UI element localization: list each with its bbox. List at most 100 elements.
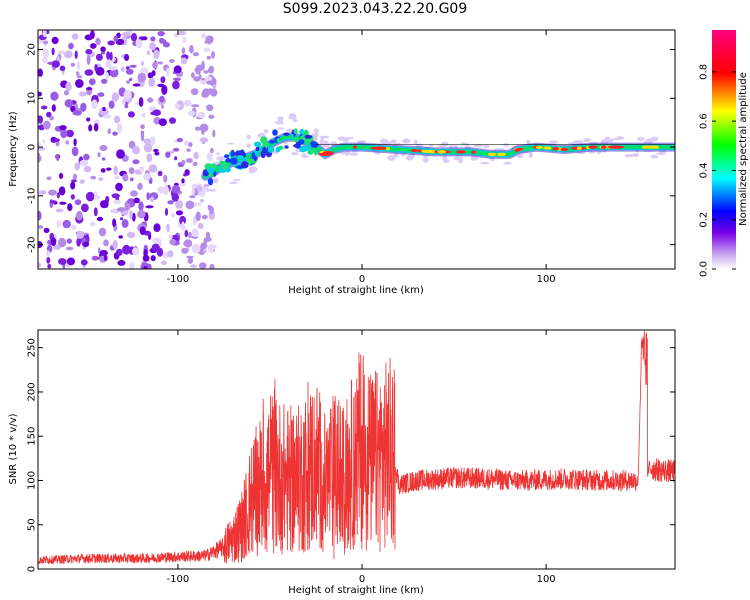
noise-blob	[111, 208, 117, 213]
noise-blob	[58, 237, 67, 248]
noise-blob	[62, 219, 71, 229]
noise-blob	[195, 70, 201, 75]
noise-blob	[101, 78, 108, 84]
noise-blob	[180, 57, 188, 65]
noise-blob	[149, 136, 156, 146]
noise-blob	[51, 36, 59, 45]
noise-blob	[181, 221, 185, 230]
noise-blob	[154, 151, 160, 156]
ridge-clump	[233, 152, 239, 156]
noise-blob	[146, 50, 151, 55]
noise-blob	[181, 178, 185, 184]
noise-blob	[203, 249, 207, 253]
noise-blob	[100, 46, 106, 53]
noise-blob	[71, 146, 79, 157]
noise-blob	[41, 57, 48, 64]
noise-blob	[206, 152, 213, 162]
noise-blob	[191, 104, 200, 108]
ridge-clump	[207, 177, 214, 186]
noise-blob	[38, 91, 42, 97]
noise-blob	[99, 200, 109, 209]
ridge-hotspot	[600, 145, 607, 149]
ridge-clump	[222, 166, 227, 170]
noise-blob	[157, 30, 165, 37]
noise-blob	[201, 60, 205, 71]
noise-blob	[48, 189, 57, 196]
colorbar-tick-label: 0.6	[699, 113, 710, 129]
noise-blob	[211, 51, 215, 59]
noise-blob	[197, 111, 206, 119]
noise-blob	[182, 36, 187, 43]
noise-blob	[122, 173, 129, 182]
halo-blob	[604, 136, 611, 143]
noise-blob	[138, 97, 144, 107]
noise-blob	[181, 248, 189, 254]
noise-blob	[191, 187, 195, 197]
colorbar-gradient	[712, 30, 736, 269]
noise-blob	[165, 67, 170, 76]
noise-blob	[181, 47, 186, 54]
noise-blob	[49, 200, 58, 204]
y-tick-label: 20	[27, 43, 38, 56]
noise-blob	[135, 39, 143, 49]
halo-blob	[207, 189, 217, 192]
noise-blob	[168, 59, 175, 63]
noise-blob	[112, 218, 117, 227]
ridge-hotspot	[514, 148, 520, 152]
noise-blob	[75, 71, 80, 76]
noise-blob	[73, 138, 77, 147]
noise-blob	[179, 215, 187, 225]
noise-blob	[188, 110, 196, 116]
noise-blob	[103, 114, 112, 119]
noise-blob	[108, 100, 115, 109]
noise-blob	[165, 151, 171, 158]
noise-blob	[65, 140, 69, 145]
ridge-clump	[225, 158, 231, 163]
noise-blob	[185, 158, 193, 163]
noise-blob	[117, 260, 126, 266]
noise-blob	[59, 201, 67, 205]
noise-blob	[38, 147, 46, 151]
noise-blob	[175, 210, 184, 216]
noise-blob	[157, 83, 165, 88]
spectrogram-frame	[37, 29, 676, 270]
noise-blob	[183, 101, 192, 107]
noise-blob	[153, 223, 161, 233]
noise-blob	[188, 231, 192, 239]
x-tick-label: 100	[537, 274, 556, 285]
noise-blob	[138, 201, 144, 211]
x-tick-label: -100	[167, 574, 190, 585]
noise-blob	[70, 62, 76, 67]
noise-blob	[141, 61, 144, 66]
y-tick-label: -20	[27, 236, 38, 252]
ridge-hotspot	[497, 152, 504, 156]
noise-blob	[132, 146, 140, 155]
noise-blob	[126, 80, 131, 84]
ridge-clump	[293, 137, 300, 142]
ridge-clump	[241, 161, 249, 169]
halo-blob	[216, 152, 221, 155]
noise-blob	[46, 176, 52, 181]
noise-blob	[38, 115, 44, 124]
noise-blob	[38, 210, 42, 221]
y-tick-label: 50	[27, 518, 38, 531]
noise-blob	[143, 265, 148, 269]
halo-blob	[301, 153, 307, 158]
noise-blob	[97, 92, 105, 97]
noise-blob	[143, 138, 152, 144]
noise-blob	[51, 47, 55, 56]
noise-blob	[147, 263, 152, 269]
noise-blob	[96, 216, 104, 222]
colorbar: 0.0 0.2 0.4 0.6 0.8 Normalized spectral ampl…	[699, 30, 749, 277]
noise-blob	[38, 154, 42, 163]
noise-blob	[199, 80, 208, 85]
noise-blob	[80, 259, 88, 266]
noise-blob	[130, 190, 138, 197]
noise-blob	[206, 80, 215, 85]
noise-blob	[78, 91, 87, 97]
noise-blob	[137, 182, 143, 190]
y-tick-label: 0	[27, 144, 38, 150]
colorbar-label: Normalized spectral amplitude	[738, 72, 749, 226]
